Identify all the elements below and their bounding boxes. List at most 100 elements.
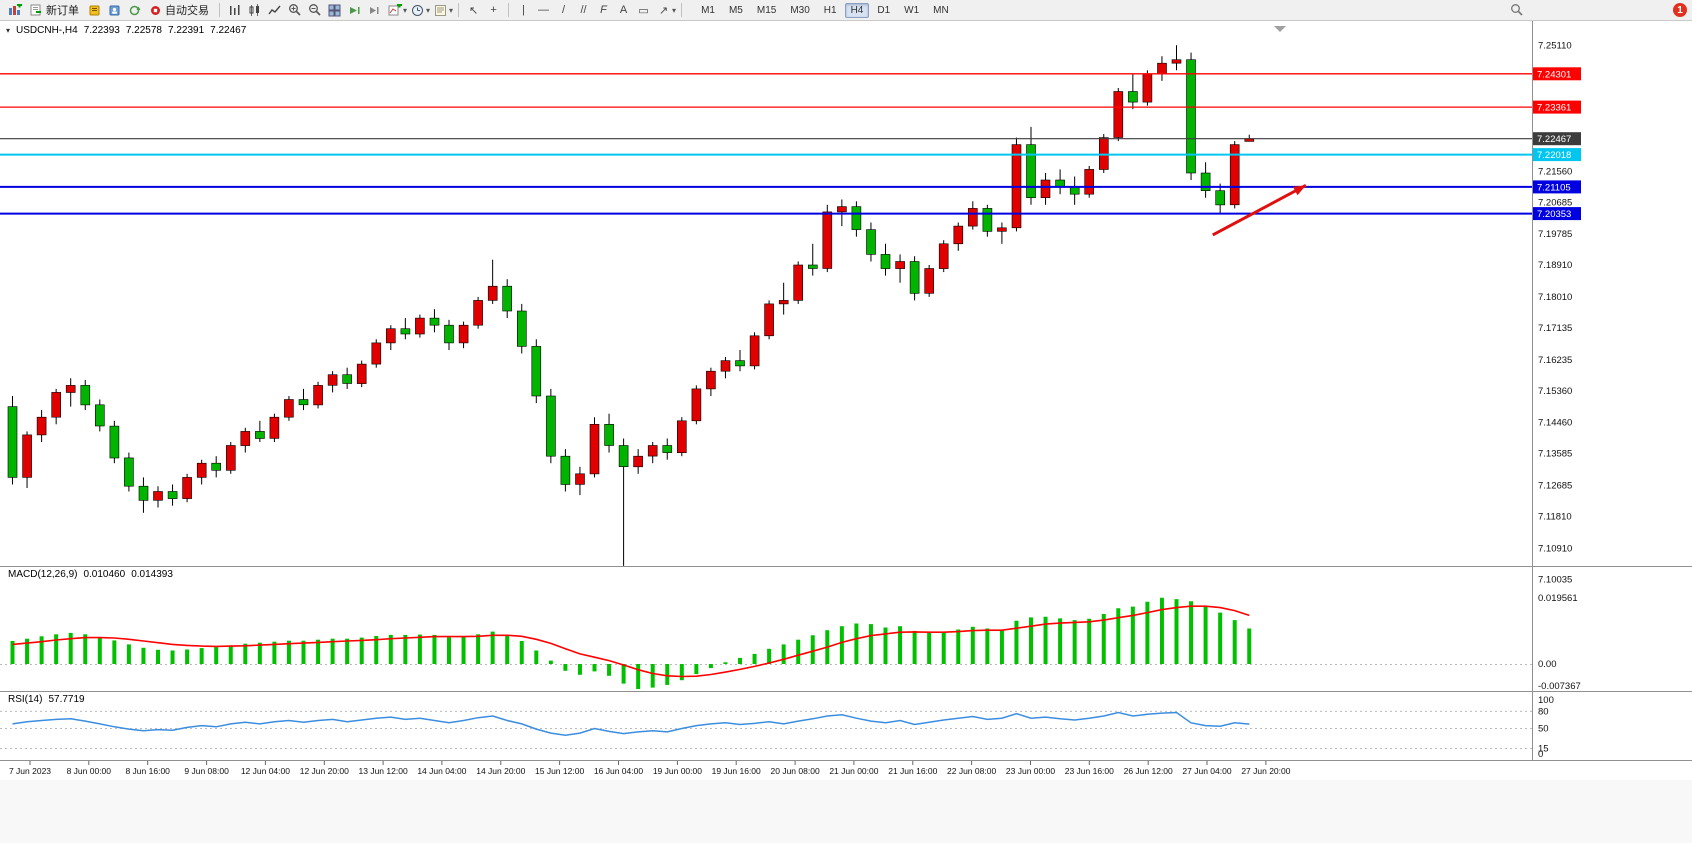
indicators-dropdown-caret[interactable]: ▾ xyxy=(403,5,408,15)
candle-body xyxy=(1026,144,1036,199)
price-axis-label: 7.10910 xyxy=(1538,543,1572,554)
timeframe-button-h4[interactable]: H4 xyxy=(844,2,870,18)
time-axis-label: 8 Jun 00:00 xyxy=(67,766,112,776)
chart-collapse-icon[interactable]: ▾ xyxy=(6,26,11,35)
candle-body xyxy=(1171,59,1182,64)
arrows-tool-icon[interactable]: ↗ xyxy=(658,4,669,17)
timeframe-button-h1[interactable]: H1 xyxy=(823,4,837,16)
label-tool-icon[interactable]: ▭ xyxy=(638,4,649,17)
candle-body xyxy=(65,385,76,393)
symbol-period-label: USDCNH-,H4 xyxy=(16,25,78,36)
macd-label: MACD(12,26,9) xyxy=(8,569,78,580)
auto-scroll-icon[interactable] xyxy=(345,2,364,19)
chart-shift-icon[interactable] xyxy=(365,2,384,19)
time-axis-label: 15 Jun 12:00 xyxy=(535,766,584,776)
toolbar-separator xyxy=(458,3,460,17)
bar-chart-mode-icon[interactable] xyxy=(225,2,244,19)
candle-body xyxy=(647,445,658,457)
candle-body xyxy=(575,473,585,485)
horizontal-line-tool-icon[interactable]: — xyxy=(538,4,550,16)
zoom-in-icon[interactable] xyxy=(285,2,304,19)
tile-windows-icon[interactable] xyxy=(325,2,344,19)
rsi-axis-label: 100 xyxy=(1538,695,1554,706)
timeframe-button-m5[interactable]: M5 xyxy=(728,4,743,16)
time-axis-label: 21 Jun 16:00 xyxy=(888,766,937,776)
price-axis-label: 7.14460 xyxy=(1538,418,1572,429)
candle-body xyxy=(167,491,178,499)
candlestick-series xyxy=(7,45,1255,566)
trendline-tool-icon[interactable]: / xyxy=(562,4,566,16)
candle-body xyxy=(415,317,425,335)
candle-body xyxy=(720,360,731,372)
chart-shift-marker[interactable] xyxy=(1274,26,1286,32)
candle-body xyxy=(793,264,804,301)
refresh-icon[interactable] xyxy=(125,2,144,19)
new-order-button[interactable]: 新订单 xyxy=(25,2,84,19)
new-order-label: 新订单 xyxy=(46,5,79,17)
time-axis-label: 27 Jun 20:00 xyxy=(1241,766,1290,776)
trend-arrow[interactable] xyxy=(1212,184,1307,237)
fibonacci-tool-icon[interactable]: F xyxy=(600,4,607,16)
timeframe-button-m15[interactable]: M15 xyxy=(756,4,777,16)
candle-body xyxy=(764,303,774,337)
new-chart-icon[interactable] xyxy=(5,2,24,19)
toolbar-separator xyxy=(508,3,510,17)
candle-body xyxy=(51,392,62,418)
price-axis-label: 7.11810 xyxy=(1538,511,1572,522)
macd-main-value: 0.010460 xyxy=(83,569,126,580)
auto-trading-status-icon xyxy=(151,5,160,15)
vertical-line-tool-icon[interactable]: | xyxy=(522,4,525,16)
candle-body xyxy=(1229,144,1240,206)
search-icon[interactable] xyxy=(1510,3,1524,22)
candle-body xyxy=(80,385,91,406)
candle-body xyxy=(240,431,251,446)
templates-icon[interactable] xyxy=(431,2,450,19)
channel-tool-icon[interactable]: // xyxy=(580,4,587,16)
notification-badge[interactable]: 1 xyxy=(1673,3,1687,17)
rsi-axis-label: 50 xyxy=(1538,724,1549,735)
metaeditor-icon[interactable] xyxy=(85,2,104,19)
candle-body xyxy=(1084,169,1094,195)
timeframes-dropdown-caret[interactable]: ▾ xyxy=(426,5,431,15)
text-tool-icon[interactable]: A xyxy=(619,4,628,16)
timeframe-button-m30[interactable]: M30 xyxy=(790,4,810,16)
market-watch-icon[interactable] xyxy=(105,2,124,19)
indicators-icon[interactable] xyxy=(385,2,404,19)
candle-body xyxy=(1069,186,1080,195)
price-axis-label: 7.18910 xyxy=(1538,260,1572,271)
candle-body xyxy=(1200,172,1211,192)
candle-body xyxy=(7,406,18,478)
candle-body xyxy=(109,425,120,459)
templates-dropdown-caret[interactable]: ▾ xyxy=(449,5,454,15)
candle-body xyxy=(953,225,964,245)
arrows-dropdown-caret[interactable]: ▾ xyxy=(672,5,677,15)
timeframes-clock-icon[interactable] xyxy=(408,2,427,19)
macd-signal-value: 0.014393 xyxy=(131,569,173,580)
ohlc-high: 7.22578 xyxy=(125,25,162,36)
candle-body xyxy=(633,455,643,468)
macd-axis-max-label: 0.019561 xyxy=(1538,593,1578,604)
zoom-out-icon[interactable] xyxy=(305,2,324,19)
candle-body xyxy=(807,264,818,269)
auto-trading-button[interactable]: 自动交易 xyxy=(145,2,214,19)
timeframe-button-d1[interactable]: D1 xyxy=(877,4,891,16)
candle-body xyxy=(502,285,513,312)
timeframe-button-m1[interactable]: M1 xyxy=(701,4,715,16)
time-axis-label: 27 Jun 04:00 xyxy=(1182,766,1231,776)
price-axis-label: 7.20685 xyxy=(1538,197,1572,208)
price-tag xyxy=(1533,67,1581,81)
chart-header: ▾ USDCNH-,H4 7.22393 7.22578 7.22391 7.2… xyxy=(6,25,246,36)
candle-body xyxy=(982,208,993,232)
candle-body xyxy=(342,374,353,384)
timeframe-button-w1[interactable]: W1 xyxy=(904,4,920,16)
time-axis-label: 26 Jun 12:00 xyxy=(1124,766,1173,776)
candle-body xyxy=(691,388,702,422)
line-chart-mode-icon[interactable] xyxy=(265,2,284,19)
candlestick-mode-icon[interactable] xyxy=(245,2,264,19)
crosshair-icon[interactable]: + xyxy=(490,4,497,16)
macd-axis-zero-label: 0.00 xyxy=(1538,659,1557,670)
candle-body xyxy=(997,227,1007,232)
cursor-icon[interactable]: ↖ xyxy=(468,4,479,17)
timeframe-button-mn[interactable]: MN xyxy=(933,4,949,16)
